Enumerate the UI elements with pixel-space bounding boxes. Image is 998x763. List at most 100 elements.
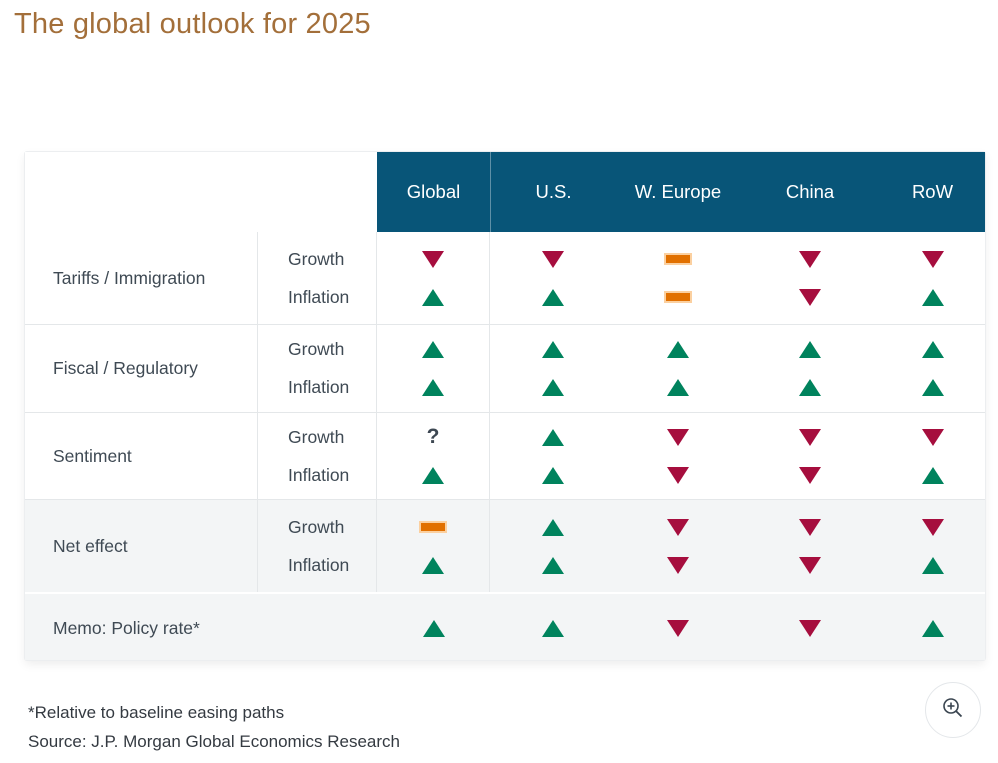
column-header-china: China [740,152,880,232]
memo-label: Memo: Policy rate* [53,617,200,638]
indicator-cell [490,413,616,499]
down-triangle-icon [799,466,821,484]
table-group-row: Sentiment Growth Inflation? [25,412,985,499]
down-triangle-icon [667,518,689,536]
down-triangle-icon [542,250,564,268]
indicator-cell [616,500,740,592]
indicator-cell [740,325,880,412]
question-mark: ? [426,425,440,448]
group-label: Sentiment [25,413,258,499]
group-label: Net effect [25,500,258,592]
up-triangle-icon [921,288,944,306]
flat-dash-icon [419,521,447,533]
down-triangle-icon [921,250,944,268]
indicator-cell [490,232,616,324]
indicator-cell [490,500,616,592]
table-header-row: Global U.S. W. Europe China RoW [25,152,985,232]
footnote: *Relative to baseline easing paths [28,703,285,722]
up-triangle-icon [422,619,445,637]
indicator-cell [740,594,880,662]
metric-labels: Growth Inflation [258,413,377,499]
table-footer: *Relative to baseline easing paths Sourc… [28,698,400,756]
up-triangle-icon [921,619,944,637]
indicator-cell [740,232,880,324]
page-title: The global outlook for 2025 [14,8,371,40]
indicator-cell [616,232,740,324]
up-triangle-icon [921,379,944,396]
down-triangle-icon [799,250,821,268]
metric-label: Inflation [288,554,350,575]
indicator-cell [880,413,985,499]
indicator-cell [880,500,985,592]
metric-label: Growth [288,248,345,269]
metric-label: Inflation [288,286,350,307]
indicator-cell: ? [377,413,490,499]
up-triangle-icon [921,556,944,574]
down-triangle-icon [799,619,821,637]
indicator-cell [740,413,880,499]
indicator-cell [616,325,740,412]
up-triangle-icon [667,341,689,358]
indicator-cell [880,594,985,662]
down-triangle-icon [422,250,444,268]
up-triangle-icon [422,466,444,484]
up-triangle-icon [542,556,564,574]
indicator-cell [377,500,490,592]
up-triangle-icon [921,466,944,484]
up-triangle-icon [542,619,564,637]
indicator-cell [377,325,490,412]
table-body: Tariffs / Immigration Growth Inflation Fisc… [25,232,985,660]
table-group-row: Net effect Growth Inflation [25,499,985,592]
table-group-row: Fiscal / Regulatory Growth Inflation [25,324,985,412]
down-triangle-icon [667,466,689,484]
indicator-cell [377,594,490,662]
down-triangle-icon [799,556,821,574]
up-triangle-icon [542,288,564,306]
source-line: Source: J.P. Morgan Global Economics Res… [28,732,400,751]
magnifier-plus-icon [940,695,966,726]
up-triangle-icon [799,379,821,396]
indicator-cell [616,594,740,662]
down-triangle-icon [799,518,821,536]
up-triangle-icon [542,428,564,446]
up-triangle-icon [542,341,564,358]
flat-dash-icon [664,253,692,265]
down-triangle-icon [921,518,944,536]
column-header-u-s: U.S. [490,152,616,232]
metric-labels: Growth Inflation [258,325,377,412]
indicator-cell [740,500,880,592]
indicator-cell [880,325,985,412]
column-header-global: Global [377,152,490,232]
metric-label: Growth [288,339,345,359]
down-triangle-icon [667,556,689,574]
down-triangle-icon [667,428,689,446]
column-header-w-europe: W. Europe [616,152,740,232]
flat-dash-icon [664,291,692,303]
down-triangle-icon [667,619,689,637]
indicator-cell [490,594,616,662]
metric-labels: Growth Inflation [258,232,377,324]
table-group-row: Tariffs / Immigration Growth Inflation [25,232,985,324]
up-triangle-icon [542,379,564,396]
metric-label: Growth [288,426,345,447]
zoom-in-button[interactable] [925,682,981,738]
down-triangle-icon [799,288,821,306]
indicator-cell [880,232,985,324]
metric-label: Inflation [288,377,350,397]
column-header-row: RoW [880,152,985,232]
memo-row: Memo: Policy rate* [25,592,985,660]
up-triangle-icon [542,466,564,484]
up-triangle-icon [542,518,564,536]
metric-label: Inflation [288,464,350,485]
metric-label: Growth [288,516,345,537]
header-spacer [25,152,377,232]
up-triangle-icon [667,379,689,396]
down-triangle-icon [921,428,944,446]
metric-labels: Growth Inflation [258,500,377,592]
group-label: Fiscal / Regulatory [25,325,258,412]
group-label: Tariffs / Immigration [25,232,258,324]
up-triangle-icon [422,556,444,574]
up-triangle-icon [799,341,821,358]
indicator-cell [616,413,740,499]
indicator-cell [377,232,490,324]
